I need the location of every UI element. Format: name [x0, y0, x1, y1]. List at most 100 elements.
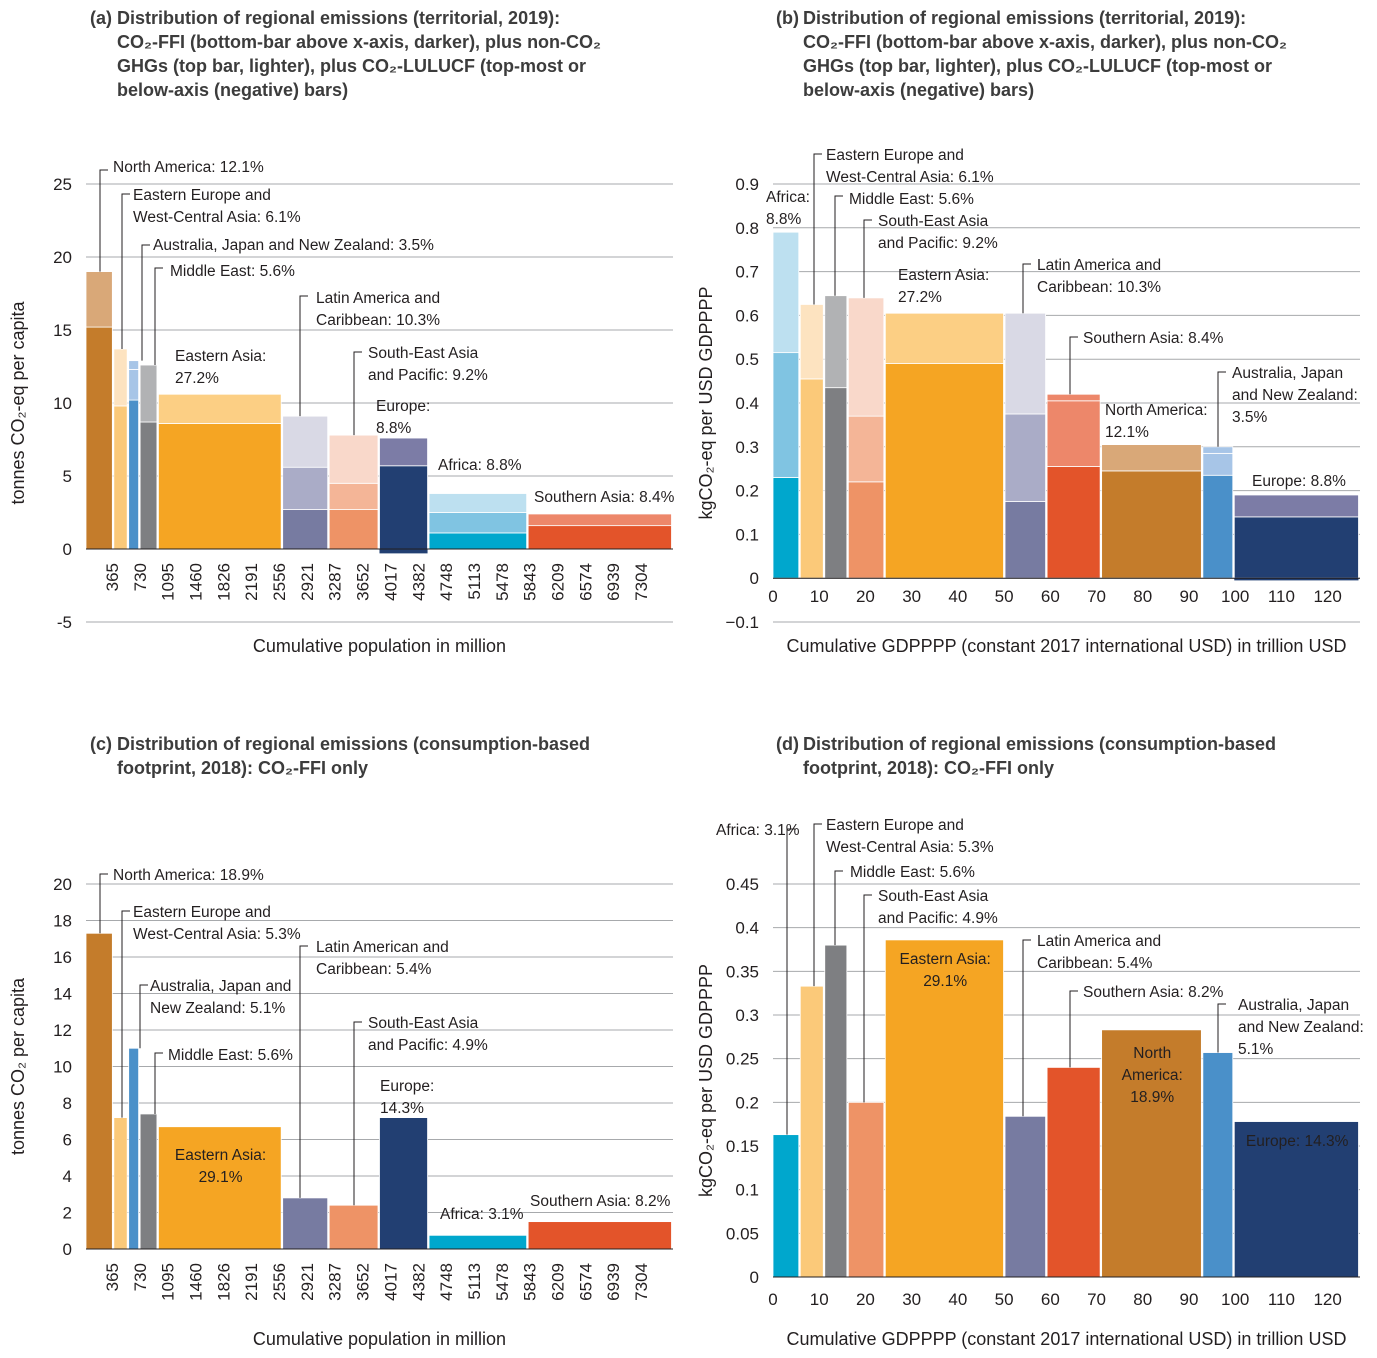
- panel-b-ytick-label: 0.1: [735, 525, 759, 544]
- panel-a-label-europe: Europe:: [376, 398, 430, 415]
- panel-a-bar-south-east-asia-and-pacific-seg-2: [328, 434, 379, 484]
- panel-a-ytick-label: 10: [53, 394, 72, 413]
- panel-a-bar-southern-asia-seg-0: [527, 525, 672, 550]
- panel-b-bar-north-america-seg-1: [1101, 444, 1202, 472]
- panel-a-xtick-label: 7304: [632, 563, 651, 601]
- panel-a-xtick-label: 5478: [493, 563, 512, 601]
- panel-a-bar-middle-east-seg-1: [139, 364, 158, 423]
- panel-d-label-latin-america-and-caribbean: Latin America and: [1037, 933, 1161, 950]
- panel-b-label-southern-asia: Southern Asia: 8.4%: [1083, 330, 1224, 347]
- panel-d-label-australia-japan-and-new-zealand: Australia, Japan: [1238, 997, 1349, 1014]
- panel-d-label-south-east-asia-and-pacific: South-East Asia: [878, 888, 989, 905]
- panel-c-xtick-label: 4748: [437, 1263, 456, 1301]
- panel-a-label-africa: Africa: 8.8%: [438, 457, 522, 474]
- panel-b-xtick-label: 120: [1313, 587, 1341, 606]
- panel-c-bar-africa-seg-0: [428, 1234, 528, 1250]
- panel-a-bar-eastern-asia-seg-1: [158, 393, 282, 424]
- panel-d-letter: (d): [776, 734, 799, 754]
- panel-d-label-north-america: America:: [1122, 1067, 1183, 1084]
- panel-a-xtick-label: 1095: [159, 563, 178, 601]
- panel-a-leader-north-america: [99, 169, 108, 272]
- panel-b-bar-southern-asia-seg-0: [1046, 466, 1101, 579]
- panel-b-bar-south-east-asia-and-pacific-seg-1: [847, 415, 885, 483]
- panel-c-bar-southern-asia-seg-0: [527, 1221, 672, 1250]
- panel-c-label-eastern-europe-and-west-central-asia: Eastern Europe and: [133, 904, 271, 921]
- panel-a-bar-europe-negative: [379, 549, 428, 554]
- panel-c-y-axis-title: tonnes CO₂ per capita: [8, 977, 28, 1155]
- panel-c-xtick-label: 730: [131, 1263, 150, 1291]
- panel-d-title-line-1: Distribution of regional emissions (cons…: [803, 734, 1277, 754]
- panel-d-label-europe: Europe: 14.3%: [1246, 1133, 1349, 1150]
- panel-b-leader-australia-japan-and-new-zealand: [1217, 371, 1226, 447]
- panel-b-xtick-label: 50: [995, 587, 1014, 606]
- panel-a-leader-south-east-asia-and-pacific: [353, 351, 362, 436]
- panel-a-bar-south-east-asia-and-pacific-seg-0: [328, 509, 379, 550]
- panel-c-xtick-label: 2556: [270, 1263, 289, 1301]
- panel-c-ytick-label: 16: [53, 948, 72, 967]
- panel-b-label-north-america: North America:: [1105, 402, 1208, 419]
- panel-b-xtick-label: 10: [810, 587, 829, 606]
- panel-d-bar-africa-seg-0: [772, 1134, 800, 1278]
- panel-d-xtick-label: 110: [1268, 1290, 1295, 1309]
- panel-d-leader-south-east-asia-and-pacific: [863, 894, 872, 1103]
- panel-b-xtick-label: 90: [1180, 587, 1199, 606]
- panel-b-xtick-label: 30: [902, 587, 921, 606]
- panel-c-label-europe: Europe:: [380, 1078, 434, 1095]
- panel-a-ytick-label: 15: [53, 321, 72, 340]
- panel-a-bar-australia-japan-and-new-zealand-seg-1: [128, 369, 140, 401]
- panel-b-leader-southern-asia: [1069, 336, 1078, 395]
- panel-b-bar-australia-japan-and-new-zealand-seg-0: [1202, 474, 1234, 579]
- panel-b-ytick-label: 0.5: [735, 350, 759, 369]
- panel-c-xtick-label: 1826: [214, 1263, 233, 1301]
- panel-b-ytick-label: 0.6: [735, 306, 759, 325]
- panel-c-label-eastern-europe-and-west-central-asia: West-Central Asia: 5.3%: [133, 926, 301, 943]
- panel-c-label-africa: Africa: 3.1%: [440, 1206, 524, 1223]
- panel-a-label-eastern-asia: 27.2%: [175, 370, 219, 387]
- panel-c-xtick-label: 2921: [298, 1263, 317, 1301]
- panel-b-ytick-label: −0.1: [725, 613, 759, 632]
- panel-a-y-axis-title: tonnes CO₂-eq per capita: [8, 300, 28, 504]
- panel-b-bar-eastern-asia-seg-0: [884, 363, 1004, 579]
- panel-b-xtick-label: 20: [856, 587, 875, 606]
- panel-d-label-eastern-asia: 29.1%: [923, 973, 967, 990]
- panel-a-bar-australia-japan-and-new-zealand-seg-2: [128, 360, 140, 370]
- panel-b-leader-middle-east: [834, 195, 843, 296]
- panel-d-xtick-label: 80: [1133, 1290, 1152, 1309]
- panel-a-title: (a) Distribution of regional emissions (t…: [90, 6, 690, 102]
- panel-a-xtick-label: 2191: [242, 563, 261, 601]
- panel-b-label-africa: 8.8%: [766, 211, 802, 228]
- panel-a-xtick-label: 2921: [298, 563, 317, 601]
- panel-d-label-north-america: North: [1133, 1045, 1171, 1062]
- panel-b-title-line-1: Distribution of regional emissions (terr…: [803, 8, 1247, 28]
- panel-c-label-latin-american-and-caribbean: Latin American and: [316, 939, 449, 956]
- panel-b-label-europe: Europe: 8.8%: [1252, 473, 1346, 490]
- panel-c-xtick-label: 6939: [604, 1263, 623, 1301]
- panel-b-ytick-label: 0.7: [735, 263, 759, 282]
- panel-a-xtick-label: 5113: [465, 563, 484, 600]
- panel-c-xtick-label: 6574: [576, 1263, 595, 1301]
- panel-d-label-africa: Africa: 3.1%: [716, 822, 800, 839]
- panel-b-xtick-label: 80: [1133, 587, 1152, 606]
- panel-b-bar-southern-asia-seg-1: [1046, 400, 1101, 467]
- panel-b-bar-europe-negative: [1234, 578, 1359, 581]
- panel-d-xtick-label: 10: [810, 1290, 829, 1309]
- panel-b-ytick-label: 0.9: [735, 175, 759, 194]
- panel-c-ytick-label: 4: [63, 1167, 72, 1186]
- panel-b-bar-latin-america-and-caribbean-seg-1: [1004, 413, 1046, 502]
- panel-d-y-axis-title: kgCO₂-eq per USD GDPPPP: [696, 964, 716, 1197]
- panel-d-bar-middle-east-seg-0: [824, 944, 848, 1278]
- panel-d-xtick-label: 0: [768, 1290, 777, 1309]
- panel-b-label-eastern-asia: 27.2%: [898, 289, 942, 306]
- panel-c-label-eastern-asia: 29.1%: [199, 1169, 243, 1186]
- panel-c-xtick-label: 5843: [521, 1263, 540, 1301]
- panel-c-xtick-label: 3287: [326, 1263, 345, 1301]
- panel-d-bar-eastern-europe-and-west-central-asia-seg-0: [799, 985, 824, 1278]
- panel-d-bar-europe-seg-0: [1233, 1121, 1359, 1278]
- panel-c-bar-south-east-asia-and-pacific-seg-0: [328, 1204, 379, 1250]
- panel-a-ytick-label: 25: [53, 175, 72, 194]
- panel-a-leader-australia-japan-and-new-zealand: [141, 244, 150, 361]
- panel-b-label-australia-japan-and-new-zealand: 3.5%: [1232, 409, 1268, 426]
- panel-b-xtick-label: 110: [1268, 587, 1295, 606]
- panel-d-title-line-2: footprint, 2018): CO₂-FFI only: [803, 758, 1054, 778]
